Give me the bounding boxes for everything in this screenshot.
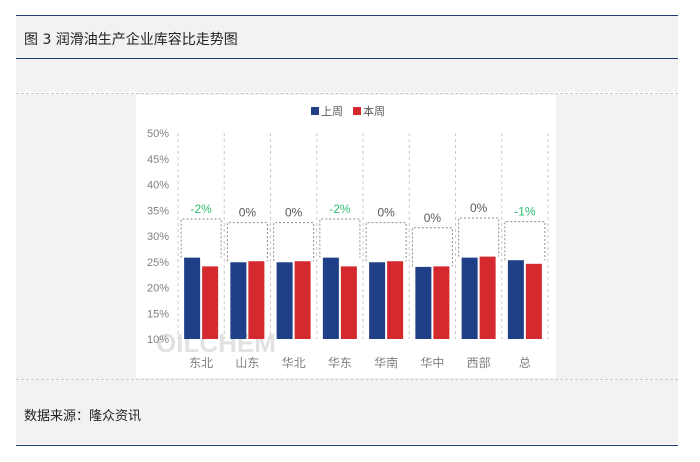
- change-box: [458, 217, 500, 257]
- chart-panel: OILCHEM 上周 本周 10% 15% 20% 25% 30% 35% 40% 45% 50%…: [136, 95, 556, 378]
- legend-swatch-1: [311, 107, 319, 115]
- y-tick-label: 30%: [147, 231, 169, 243]
- change-label: 0%: [424, 211, 442, 225]
- bottom-rule: [16, 445, 678, 446]
- title-band: [16, 16, 678, 58]
- y-tick-label: 10%: [147, 334, 169, 346]
- x-tick-label: 山东: [235, 356, 259, 370]
- source-band: [16, 380, 678, 444]
- bar-上周: [507, 260, 524, 339]
- x-axis: 东北 山东 华北 华东 华南 华中 西部 总: [189, 355, 531, 370]
- top-rule: [16, 15, 678, 16]
- bar-本周: [248, 261, 265, 339]
- change-box: [273, 222, 315, 262]
- change-label: 0%: [470, 201, 488, 215]
- bar-本周: [294, 261, 311, 339]
- change-labels: -2% 0% 0% -2% 0% 0% 0% -1%: [190, 201, 535, 225]
- bar-上周: [369, 262, 386, 339]
- legend: 上周 本周: [311, 104, 385, 118]
- bar-上周: [184, 257, 201, 339]
- y-tick-label: 25%: [147, 257, 169, 269]
- change-label: -2%: [190, 202, 212, 216]
- change-box: [365, 222, 407, 262]
- chart-top-rule: [16, 93, 678, 94]
- x-tick-label: 总: [519, 356, 531, 370]
- legend-label-2: 本周: [363, 104, 385, 118]
- change-box: [319, 218, 361, 258]
- y-tick-label: 45%: [147, 154, 169, 166]
- change-box: [504, 221, 546, 261]
- y-tick-label: 20%: [147, 283, 169, 295]
- x-tick-label: 西部: [467, 355, 491, 370]
- y-axis: 10% 15% 20% 25% 30% 35% 40% 45% 50%: [147, 128, 169, 346]
- bars: [184, 256, 542, 339]
- chart-bottom-rule: [16, 379, 678, 380]
- x-tick-label: 华北: [282, 356, 306, 370]
- bar-本周: [525, 263, 542, 339]
- bar-上周: [461, 257, 478, 339]
- y-tick-label: 50%: [147, 128, 169, 140]
- spacer-band: [16, 59, 678, 92]
- change-box: [411, 227, 453, 267]
- x-tick-label: 华南: [374, 355, 398, 370]
- title-rule: [16, 58, 678, 59]
- legend-label-1: 上周: [321, 105, 343, 118]
- bar-chart: OILCHEM 上周 本周 10%15%20%25%30%35%40%45%50%…: [147, 104, 549, 370]
- figure-frame: 图 3 润滑油生产企业库容比走势图 OILCHEM 上周 本周 10% 15% 20%…: [16, 0, 678, 462]
- change-box: [226, 222, 268, 262]
- figure-title: 图 3 润滑油生产企业库容比走势图: [24, 32, 238, 48]
- x-tick-label: 华东: [328, 356, 352, 370]
- bar-上周: [322, 257, 339, 339]
- bar-本周: [340, 266, 357, 339]
- y-tick-label: 15%: [147, 308, 169, 320]
- bar-上周: [415, 266, 432, 339]
- change-label: 0%: [239, 206, 257, 220]
- source-note: 数据来源：隆众资讯: [24, 409, 142, 424]
- bar-上周: [276, 262, 293, 339]
- change-label: -2%: [329, 202, 351, 216]
- x-tick-label: 东北: [189, 356, 213, 370]
- change-box: [180, 218, 222, 258]
- bar-本周: [479, 256, 496, 339]
- legend-swatch-2: [353, 107, 361, 115]
- bar-上周: [230, 262, 247, 339]
- y-tick-label: 35%: [147, 205, 169, 217]
- bar-本周: [433, 266, 450, 339]
- bar-本周: [387, 261, 404, 339]
- change-label: 0%: [285, 206, 303, 220]
- change-label: 0%: [377, 206, 395, 220]
- y-tick-label: 40%: [147, 180, 169, 192]
- change-boxes: [177, 133, 549, 339]
- x-tick-label: 华中: [420, 355, 444, 370]
- change-label: -1%: [514, 205, 536, 219]
- bar-本周: [202, 266, 219, 339]
